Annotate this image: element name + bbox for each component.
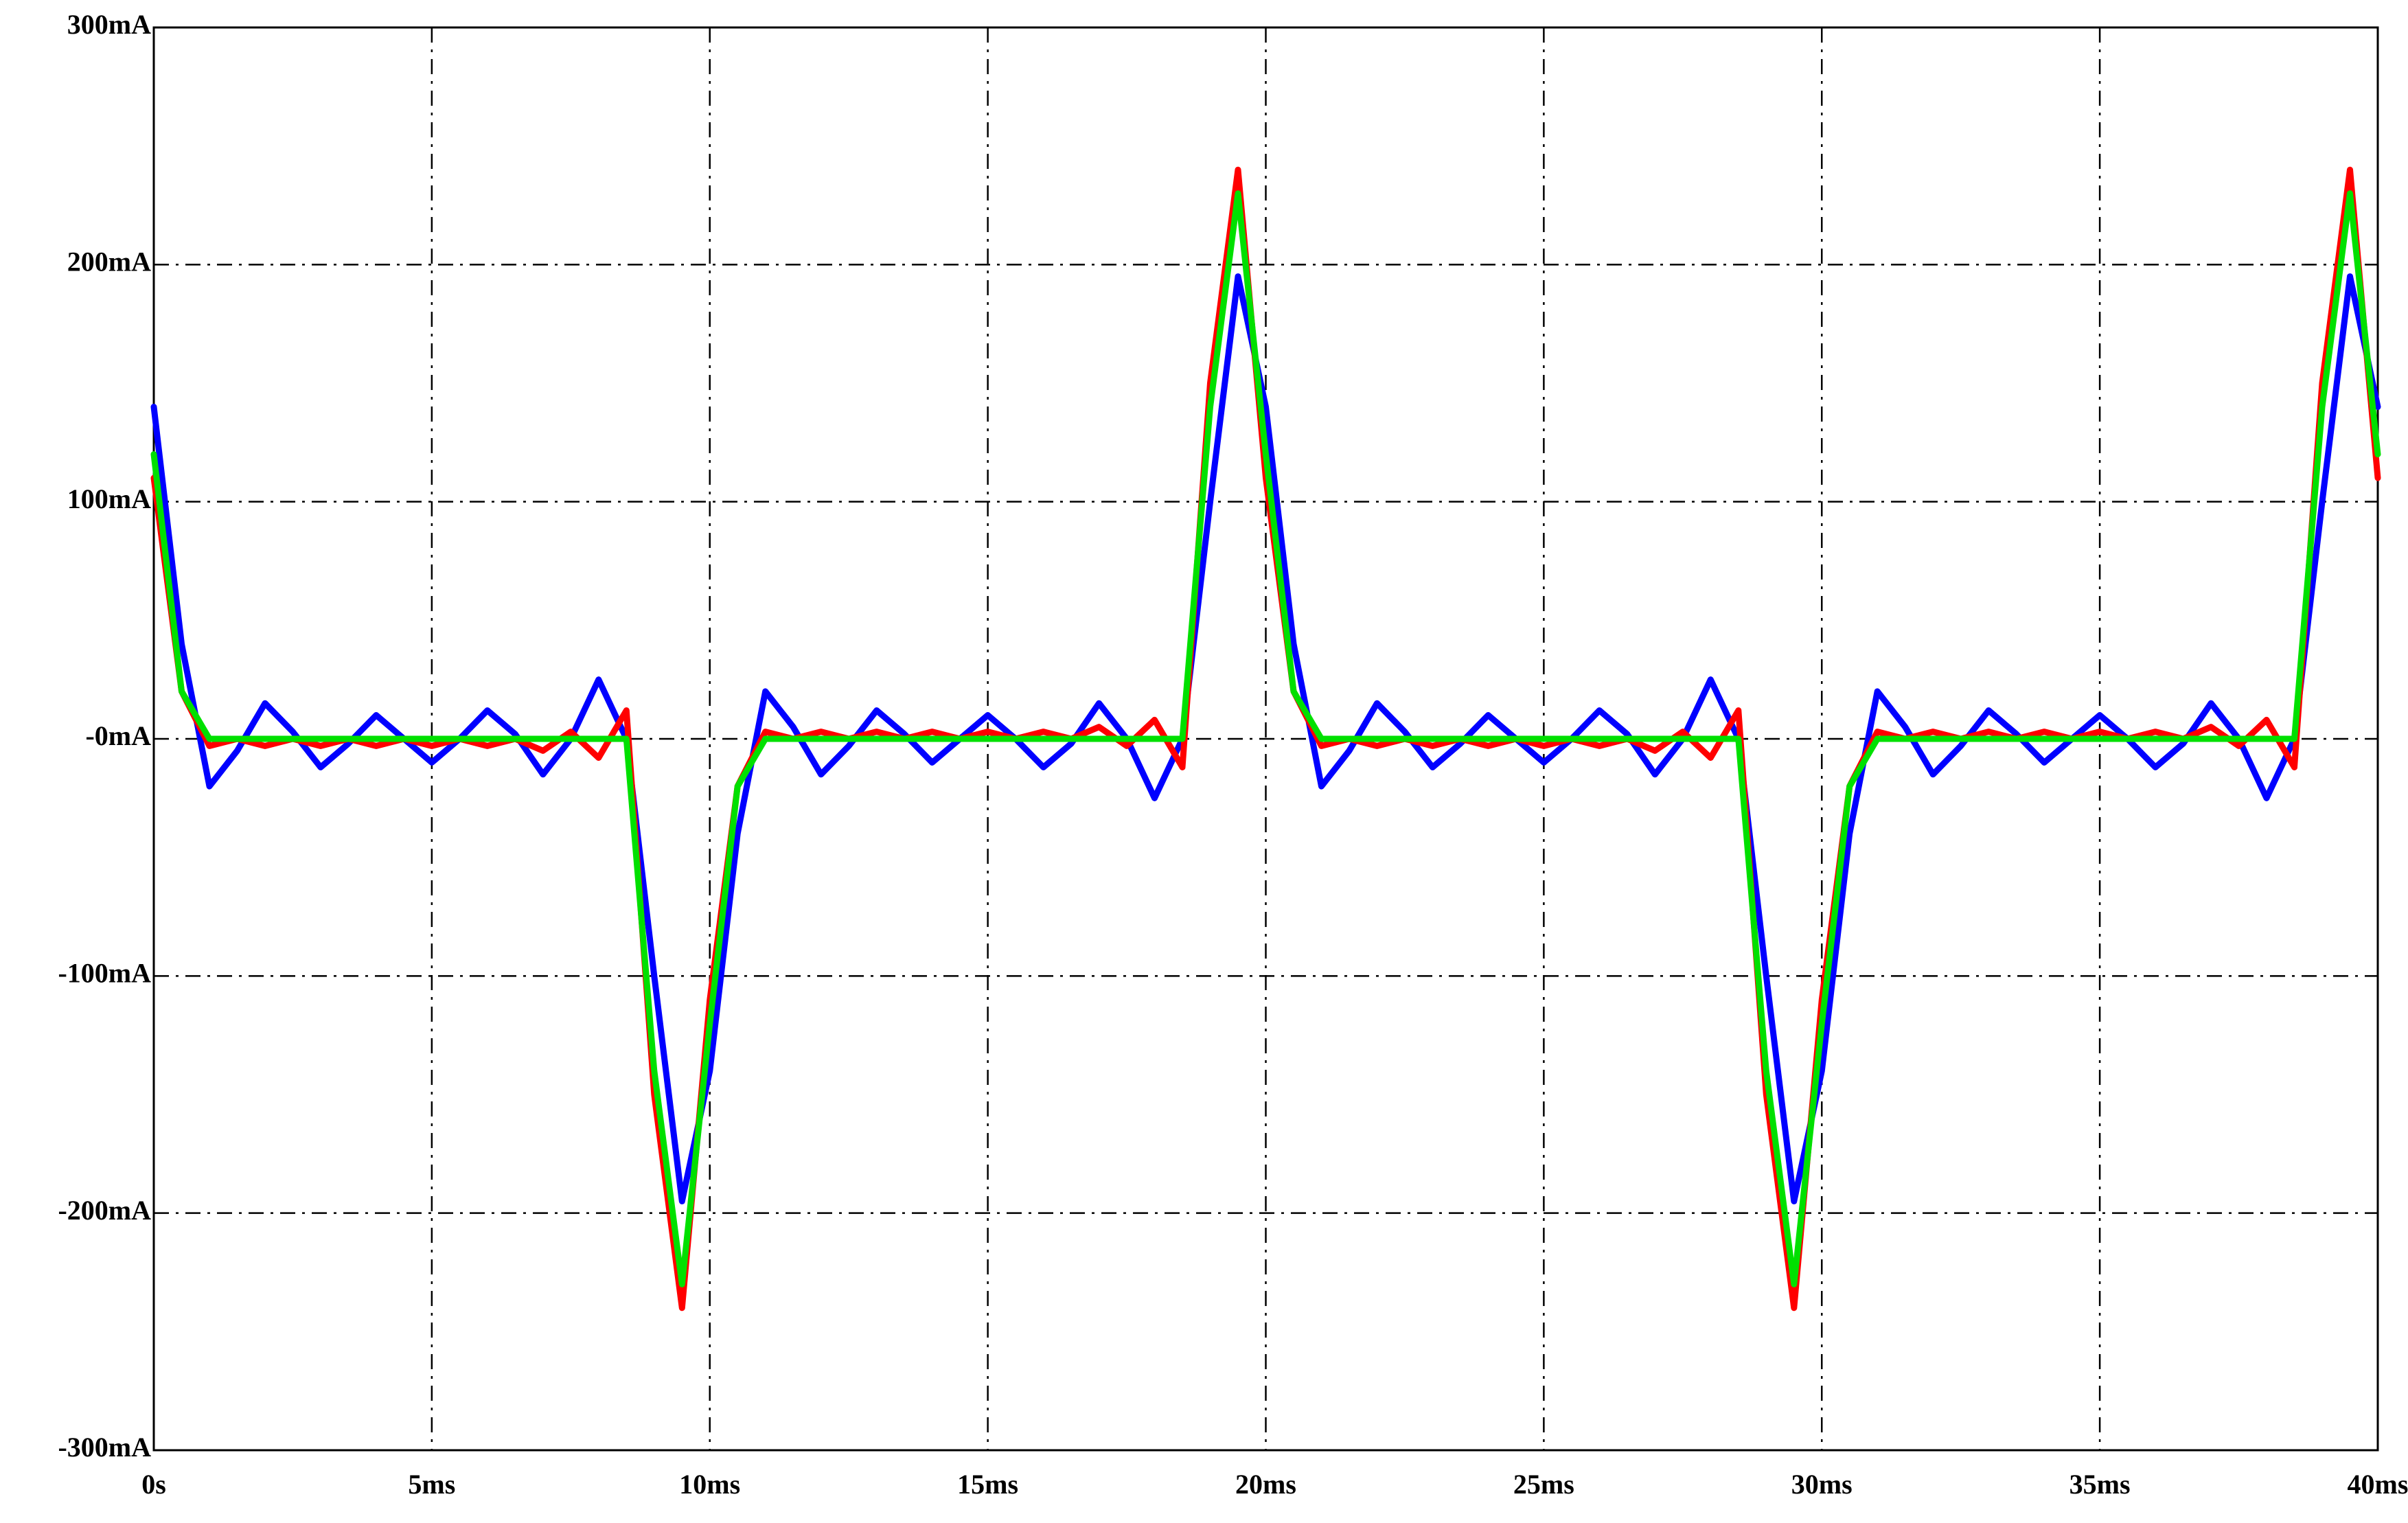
y-tick-label: -0mA: [85, 720, 151, 751]
x-tick-label: 10ms: [679, 1469, 740, 1500]
series-line: [150, 273, 2381, 1204]
series-line: [150, 190, 2381, 1287]
x-tick-label: 35ms: [2069, 1469, 2131, 1500]
x-tick-label: 20ms: [1235, 1469, 1296, 1500]
y-tick-label: -100mA: [58, 958, 151, 989]
y-tick-label: -300mA: [58, 1432, 151, 1463]
x-tick-label: 0s: [141, 1469, 166, 1500]
x-tick-label: 15ms: [957, 1469, 1018, 1500]
x-tick-label: 40ms: [2348, 1469, 2408, 1500]
x-tick-label: 5ms: [408, 1469, 455, 1500]
x-tick-label: 25ms: [1513, 1469, 1574, 1500]
y-tick-label: 300mA: [67, 9, 151, 40]
y-tick-label: -200mA: [58, 1195, 151, 1226]
y-tick-label: 100mA: [67, 483, 151, 514]
x-tick-label: 30ms: [1791, 1469, 1853, 1500]
plot-frame: [152, 26, 2379, 1452]
y-tick-label: 200mA: [67, 247, 151, 277]
